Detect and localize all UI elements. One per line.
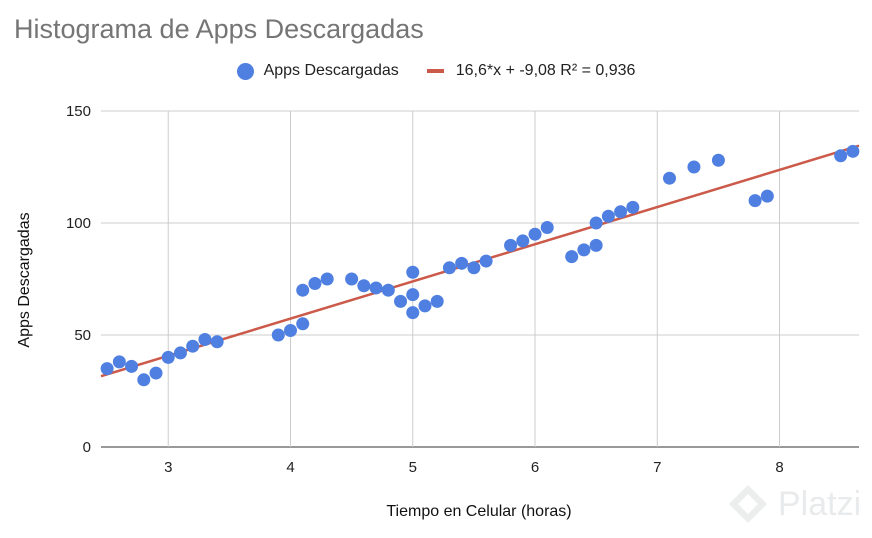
x-tick-label: 4 — [286, 459, 294, 476]
data-point — [504, 238, 518, 252]
data-point — [381, 283, 395, 297]
data-point — [418, 299, 432, 313]
y-tick-label: 150 — [66, 103, 91, 120]
platzi-logo-icon — [729, 485, 767, 523]
data-point — [296, 283, 310, 297]
data-point — [455, 256, 469, 270]
data-point — [760, 189, 774, 203]
x-tick-label: 7 — [653, 459, 661, 476]
x-axis-ticks: 3 4 5 6 7 8 — [164, 459, 784, 476]
data-point — [406, 265, 420, 279]
data-point — [430, 294, 444, 308]
data-point — [516, 234, 530, 248]
data-point — [198, 332, 212, 346]
data-point — [614, 205, 628, 219]
data-point — [369, 281, 383, 295]
x-tick-label: 3 — [164, 459, 172, 476]
data-point — [210, 335, 224, 349]
legend-trendline-marker — [426, 69, 444, 73]
chart-legend: Apps Descargadas 16,6*x + -9,08 R² = 0,9… — [0, 62, 872, 80]
data-point — [308, 276, 322, 290]
data-point — [540, 220, 554, 234]
legend-item-trendline[interactable]: 16,6*x + -9,08 R² = 0,936 — [426, 62, 636, 80]
chart-grid — [101, 110, 859, 448]
data-point — [296, 317, 310, 331]
x-tick-label: 6 — [531, 459, 539, 476]
x-axis-label: Tiempo en Celular (horas) — [386, 503, 571, 520]
watermark-text: Platzi — [778, 484, 862, 523]
y-tick-label: 50 — [74, 327, 91, 344]
legend-trendline-label: 16,6*x + -9,08 R² = 0,936 — [455, 62, 636, 79]
data-point — [577, 243, 591, 257]
data-point — [173, 346, 187, 360]
data-point — [479, 254, 493, 268]
legend-series-label: Apps Descargadas — [263, 62, 399, 79]
data-point — [345, 272, 359, 286]
data-point — [394, 294, 408, 308]
data-point — [125, 359, 139, 373]
data-points — [100, 144, 860, 387]
data-point — [565, 250, 579, 264]
y-axis-label: Apps Descargadas — [16, 212, 33, 347]
data-point — [528, 227, 542, 241]
data-point — [589, 216, 603, 230]
data-point — [284, 324, 297, 338]
data-point — [149, 366, 163, 380]
data-point — [467, 261, 481, 275]
legend-series-marker — [236, 62, 254, 80]
data-point — [406, 306, 420, 320]
y-tick-label: 0 — [83, 439, 91, 456]
x-tick-label: 5 — [409, 459, 417, 476]
y-tick-label: 100 — [66, 215, 91, 232]
data-point — [834, 149, 848, 163]
data-point — [748, 194, 762, 208]
y-axis-ticks: 0 50 100 150 — [66, 103, 91, 456]
data-point — [601, 209, 615, 223]
data-point — [626, 200, 640, 214]
data-point — [112, 355, 126, 369]
data-point — [100, 362, 114, 376]
data-point — [271, 328, 285, 342]
data-point — [442, 261, 456, 275]
data-point — [846, 144, 860, 158]
x-tick-label: 8 — [775, 459, 783, 476]
data-point — [320, 272, 334, 286]
data-point — [357, 279, 371, 293]
data-point — [711, 153, 725, 167]
data-point — [687, 160, 701, 174]
data-point — [589, 238, 603, 252]
legend-item-series[interactable]: Apps Descargadas — [236, 62, 399, 80]
data-point — [161, 350, 175, 364]
data-point — [137, 373, 151, 387]
chart-title: Histograma de Apps Descargadas — [14, 14, 424, 44]
data-point — [406, 288, 420, 302]
data-point — [186, 339, 200, 353]
data-point — [663, 171, 676, 185]
watermark: Platzi — [726, 482, 861, 526]
